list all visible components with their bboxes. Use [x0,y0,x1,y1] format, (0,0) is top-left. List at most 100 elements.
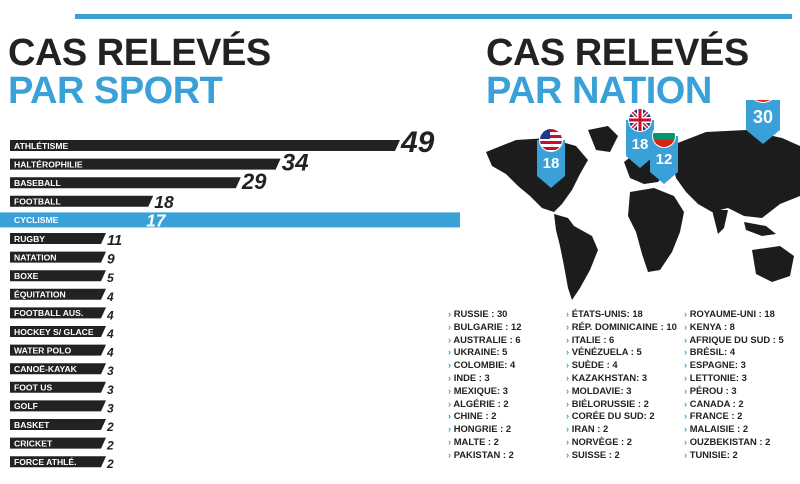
nation-item: KAZAKHSTAN: 3 [566,372,686,385]
bar-label: HALTÉROPHILIE [14,159,83,169]
bar-11 [10,344,106,356]
bar-label: ATHLÉTISME [14,141,69,151]
bar-0 [10,140,400,151]
bar-10 [10,326,106,337]
nation-column-1: RUSSIE : 30BULGARIE : 12AUSTRALIE : 6UKR… [448,308,568,462]
bar-label: FORCE ATHLÉ. [14,457,77,467]
bar-12 [10,363,106,375]
bar-16 [10,437,106,449]
nation-item: RUSSIE : 30 [448,308,568,321]
nation-item: LETTONIE: 3 [684,372,800,385]
nation-item: MALTE : 2 [448,436,568,449]
badge-bulgaria-value: 12 [656,151,673,168]
bar-label: HOCKEY S/ GLACE [14,327,94,337]
nation-item: HONGRIE : 2 [448,423,568,436]
nation-title: CAS RELEVÉS PAR NATION [486,34,749,110]
uk-flag-icon [629,109,651,131]
badge-bulgaria: 12 [650,124,678,184]
nation-item: BRÉSIL: 4 [684,346,800,359]
badge-russia: 30 [746,100,780,144]
nation-item: SUISSE : 2 [566,449,686,462]
nation-item: PAKISTAN : 2 [448,449,568,462]
bar-1 [10,158,281,170]
nation-item: SUÈDE : 4 [566,359,686,372]
nation-item: COLOMBIE: 4 [448,359,568,372]
bar-label: CANOË-KAYAK [14,364,78,374]
bar-label: CRICKET [14,438,53,448]
nation-item: CHINE : 2 [448,410,568,423]
bar-13 [10,381,106,393]
nation-column-3: ROYAUME-UNI : 18KENYA : 8AFRIQUE DU SUD … [684,308,800,462]
nation-item: MOLDAVIE: 3 [566,385,686,398]
bar-label: FOOT US [14,383,52,393]
bar-value: 34 [282,150,309,177]
bar-label: ÉQUITATION [14,290,66,300]
bar-value: 2 [106,439,114,453]
nation-item: UKRAINE: 5 [448,346,568,359]
bar-value: 4 [106,346,114,360]
badge-russia-value: 30 [753,107,773,127]
bar-value: 3 [107,364,114,378]
bar-label: NATATION [14,252,56,262]
bar-value: 49 [400,130,435,159]
nation-item: ALGÉRIE : 2 [448,398,568,411]
bulgaria-flag-icon [653,125,675,147]
bar-value: 18 [154,192,174,212]
bar-value: 29 [241,169,267,194]
nation-item: BULGARIE : 12 [448,321,568,334]
bar-label: BOXE [14,271,39,281]
bar-value: 3 [107,401,114,415]
bar-label: FOOTBALL AUS. [14,308,83,318]
bar-value: 3 [107,383,114,397]
bar-label: GOLF [14,401,38,411]
usa-flag-icon [540,129,562,151]
nation-item: ESPAGNE: 3 [684,359,800,372]
nation-title-line1: CAS RELEVÉS [486,32,749,74]
nation-item: AFRIQUE DU SUD : 5 [684,334,800,347]
nation-item: IRAN : 2 [566,423,686,436]
nation-item: MEXIQUE: 3 [448,385,568,398]
badge-usa: 18 [537,128,565,188]
bar-value: 4 [106,327,114,341]
bar-6 [10,251,106,263]
badge-usa-value: 18 [543,155,560,172]
bar-label: BASEBALL [14,178,61,188]
bar-17 [10,456,106,468]
nation-item: VÉNÉZUELA : 5 [566,346,686,359]
sport-title-line2: PAR SPORT [8,70,223,112]
top-accent-line [75,14,792,19]
bar-value: 4 [106,308,114,322]
nation-list: RUSSIE : 30BULGARIE : 12AUSTRALIE : 6UKR… [448,308,800,476]
bar-5 [10,233,106,244]
world-map: 18 18 [486,100,800,300]
bar-15 [10,419,106,430]
bar-label: CYCLISME [14,215,59,225]
sport-title-line1: CAS RELEVÉS [8,32,271,74]
bar-label: BASKET [14,420,50,430]
bar-value: 5 [107,271,114,285]
nation-item: AUSTRALIE : 6 [448,334,568,347]
nation-item: KENYA : 8 [684,321,800,334]
nation-item: NORVÈGE : 2 [566,436,686,449]
nation-item: ROYAUME-UNI : 18 [684,308,800,321]
nation-item: ÉTATS-UNIS: 18 [566,308,686,321]
bar-value: 4 [106,290,114,304]
sport-title: CAS RELEVÉS PAR SPORT [8,34,271,110]
nation-item: PÉROU : 3 [684,385,800,398]
bar-label: FOOTBALL [14,197,61,207]
nation-item: TUNISIE: 2 [684,449,800,462]
nation-item: RÉP. DOMINICAINE : 10 [566,321,686,334]
nation-item: INDE : 3 [448,372,568,385]
bar-8 [10,288,106,300]
bar-label: WATER POLO [14,345,71,355]
bar-7 [10,270,106,282]
badge-uk-value: 18 [632,136,649,153]
nation-item: ITALIE : 6 [566,334,686,347]
bar-label: RUGBY [14,234,45,244]
nation-item: OUZBEKISTAN : 2 [684,436,800,449]
russia-flag-icon [749,100,777,102]
nation-item: MALAISIE : 2 [684,423,800,436]
bar-value: 9 [107,252,115,267]
bar-2 [10,177,241,189]
